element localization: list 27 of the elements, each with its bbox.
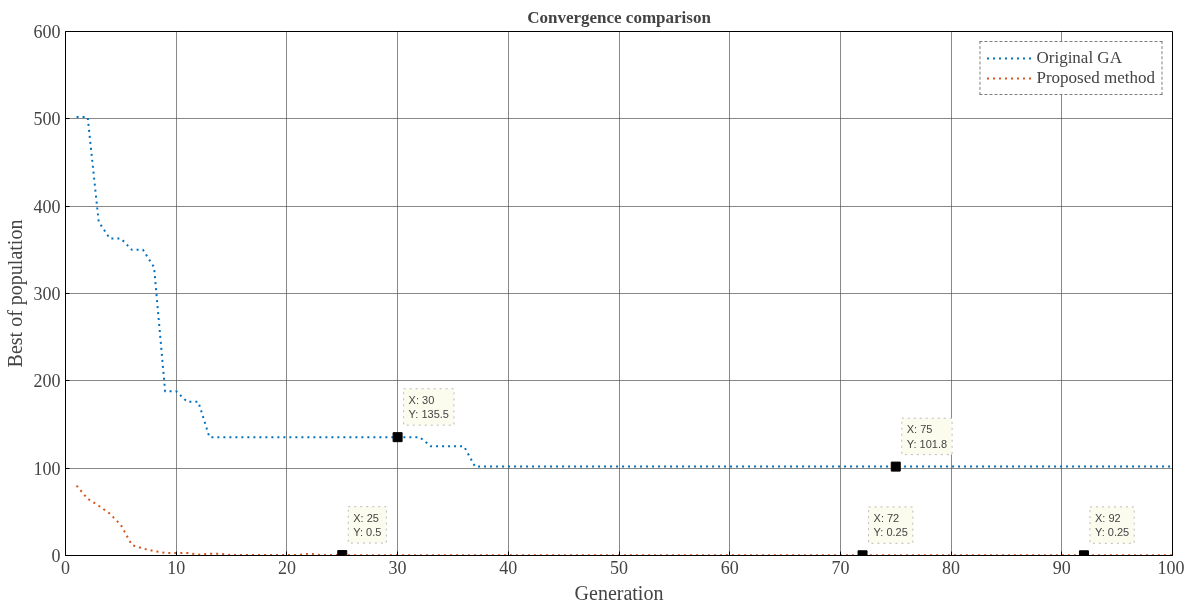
x-tick-label: 70 <box>831 557 850 578</box>
annotation: X: 92 Y: 0.25 <box>1094 511 1130 539</box>
legend-label: Original GA <box>1036 48 1122 68</box>
y-axis-title: Best of population <box>3 219 27 368</box>
line-series <box>75 484 1173 556</box>
x-tick-label: 80 <box>942 557 961 578</box>
x-tick-label: 60 <box>720 557 739 578</box>
y-tick-label: 600 <box>33 22 61 42</box>
y-tick-label: 200 <box>33 371 61 392</box>
x-tick-label: 10 <box>167 557 186 578</box>
x-tick-label: 50 <box>610 557 628 578</box>
annotation: X: 75 Y: 101.8 <box>906 423 948 450</box>
x-tick-label: 90 <box>1052 557 1071 578</box>
chart-title: Convergence comparison <box>527 7 712 27</box>
annotation: X: 25 Y: 0.5 <box>353 511 382 539</box>
x-tick-label: 40 <box>499 557 518 578</box>
annotation: X: 30 Y: 135.5 <box>408 393 449 421</box>
x-tick-label: 30 <box>388 557 407 578</box>
x-tick-label: 100 <box>1157 557 1184 578</box>
x-axis-title: Generation <box>574 581 664 604</box>
y-tick-label: 100 <box>33 458 61 479</box>
y-tick-label: 300 <box>33 284 61 304</box>
annotation: X: 72 Y: 0.25 <box>873 511 908 539</box>
y-tick-label: 500 <box>33 109 61 130</box>
y-tick-label: 400 <box>33 196 61 217</box>
x-tick-label: 20 <box>277 557 296 578</box>
legend-label: Proposed method <box>1036 68 1155 88</box>
